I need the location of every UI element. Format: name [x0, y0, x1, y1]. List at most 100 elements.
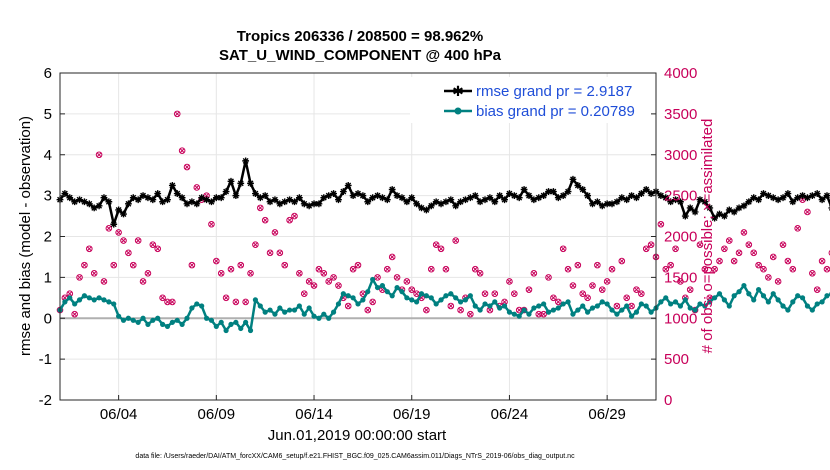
obs-count-point: [716, 257, 723, 265]
rmse-point: [471, 192, 479, 200]
obs-count-point: [813, 286, 821, 293]
obs-count-point: [789, 265, 797, 273]
bias-point: [624, 303, 630, 309]
bias-point: [414, 299, 420, 305]
obs-possible-marker: [315, 265, 323, 273]
obs-possible-marker: [90, 269, 98, 277]
obs-assimilated-marker: [238, 262, 244, 268]
rmse-series: [56, 157, 830, 228]
obs-possible-marker: [261, 216, 269, 224]
bias-point: [301, 311, 307, 317]
rmse-point: [818, 196, 826, 204]
obs-possible-marker: [530, 269, 538, 277]
rmse-point: [188, 198, 196, 206]
obs-possible-marker: [765, 274, 772, 281]
bias-point: [72, 301, 78, 307]
obs-count-point: [100, 278, 108, 285]
bias-point: [81, 293, 88, 299]
obs-assimilated-marker: [423, 307, 429, 313]
obs-possible-marker: [300, 290, 308, 298]
obs-assimilated-marker: [506, 278, 512, 285]
bias-point: [457, 299, 464, 305]
bias-point: [76, 297, 83, 303]
rmse-point: [81, 198, 88, 206]
bias-point: [736, 289, 742, 295]
obs-possible-marker: [696, 241, 704, 248]
rmse-point: [618, 194, 626, 202]
obs-assimilated-marker: [736, 250, 742, 256]
bias-point: [326, 315, 332, 321]
bias-point: [247, 327, 254, 334]
rmse-point: [530, 196, 538, 204]
obs-count-point: [442, 265, 450, 273]
obs-possible-marker: [325, 278, 332, 285]
bias-point: [550, 307, 557, 313]
obs-assimilated-marker: [155, 246, 161, 252]
obs-possible-marker: [677, 278, 684, 285]
obs-possible-marker: [222, 294, 230, 302]
obs-assimilated-marker: [116, 229, 122, 235]
rmse-point: [701, 198, 709, 206]
obs-possible-marker: [755, 261, 762, 269]
obs-count-point: [662, 265, 670, 273]
obs-count-point: [701, 265, 709, 273]
obs-assimilated-marker: [433, 242, 439, 248]
bias-point: [702, 303, 708, 309]
obs-count-point: [506, 278, 513, 285]
obs-count-point: [760, 265, 767, 273]
rmse-point: [413, 200, 421, 208]
obs-assimilated-marker: [560, 246, 566, 252]
y2-tick-label: 1500: [664, 269, 697, 286]
rmse-point: [154, 190, 162, 197]
rmse-point: [593, 198, 601, 206]
obs-count-point: [384, 265, 391, 273]
obs-possible-marker: [623, 294, 630, 302]
bias-point: [174, 317, 180, 323]
rmse-point: [422, 206, 430, 214]
obs-possible-marker: [828, 250, 830, 256]
obs-possible-marker: [154, 245, 162, 253]
bias-point: [184, 315, 190, 321]
bias-point: [467, 293, 473, 299]
bias-point: [321, 311, 327, 317]
obs-possible-marker: [169, 298, 176, 306]
y-tick-label: 5: [44, 106, 52, 123]
obs-count-point: [750, 249, 758, 257]
rmse-point: [481, 196, 489, 204]
bias-point: [819, 299, 825, 305]
obs-possible-marker: [554, 298, 562, 306]
obs-possible-marker: [369, 298, 376, 306]
obs-assimilated-marker: [374, 274, 381, 280]
bias-point: [633, 309, 640, 315]
obs-assimilated-marker: [594, 262, 600, 268]
obs-assimilated-marker: [306, 278, 312, 285]
obs-count-point: [208, 220, 215, 228]
obs-assimilated-marker: [775, 278, 781, 285]
obs-assimilated-marker: [355, 262, 361, 268]
obs-count-point: [242, 298, 249, 306]
obs-possible-marker: [252, 241, 259, 248]
obs-possible-marker: [271, 229, 279, 236]
obs-possible-marker: [740, 229, 748, 236]
obs-possible-marker: [789, 265, 797, 273]
obs-possible-marker: [110, 261, 118, 269]
obs-assimilated-marker: [311, 282, 317, 289]
bias-point: [746, 291, 752, 297]
obs-count-point: [603, 278, 611, 285]
obs-assimilated-marker: [804, 209, 810, 215]
obs-assimilated-marker: [658, 221, 664, 227]
obs-count-point: [535, 310, 543, 318]
bias-point: [355, 301, 361, 307]
obs-assimilated-marker: [599, 287, 605, 293]
obs-count-point: [457, 306, 464, 314]
bias-point: [267, 307, 273, 313]
obs-possible-marker: [256, 204, 264, 212]
obs-assimilated-marker: [428, 266, 434, 272]
obs-assimilated-marker: [677, 278, 683, 285]
bias-point: [765, 299, 771, 305]
obs-count-point: [569, 282, 577, 289]
obs-assimilated-marker: [477, 270, 483, 276]
rmse-point: [164, 196, 171, 204]
obs-count-point: [554, 298, 562, 306]
